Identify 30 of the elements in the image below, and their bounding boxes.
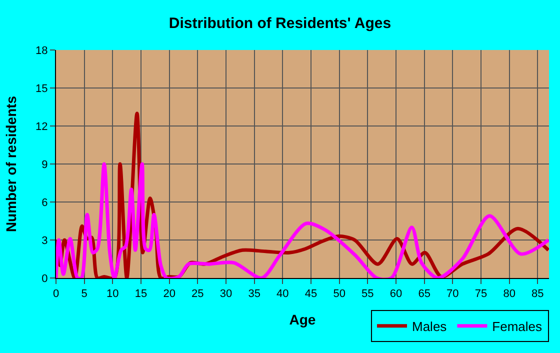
x-tick-label: 40	[276, 288, 289, 300]
x-tick-label: 0	[52, 288, 60, 300]
x-tick-label: 20	[163, 288, 176, 300]
legend-label: Females	[492, 318, 543, 334]
x-tick-label: 60	[390, 288, 402, 300]
x-tick-label: 30	[220, 288, 232, 300]
x-tick-label: 25	[192, 288, 204, 300]
y-tick-label: 3	[42, 234, 48, 247]
x-tick-label: 65	[418, 288, 430, 300]
x-tick-label: 45	[304, 288, 318, 300]
x-tick-label: 75	[474, 288, 488, 300]
y-tick-label: 12	[36, 120, 48, 133]
y-tick-label: 6	[42, 196, 48, 209]
x-tick-label: 55	[362, 288, 374, 300]
x-tick-label: 35	[248, 288, 260, 300]
x-tick-label: 10	[106, 288, 119, 300]
y-tick-label: 15	[36, 82, 48, 95]
x-tick-label: 5	[81, 288, 88, 300]
x-tick-label: 70	[446, 288, 459, 300]
y-tick-label: 0	[42, 272, 48, 285]
y-tick-label: 18	[36, 44, 48, 57]
x-axis-title: Age	[289, 312, 316, 328]
x-tick-label: 80	[503, 288, 516, 300]
x-tick-label: 15	[134, 288, 148, 300]
x-tick-label: 85	[532, 288, 544, 300]
legend-label: Males	[412, 318, 448, 334]
x-tick-label: 50	[333, 288, 346, 300]
y-axis-title: Number of residents	[3, 96, 20, 232]
chart-title: Distribution of Residents' Ages	[168, 15, 392, 32]
y-tick-label: 9	[42, 158, 48, 171]
